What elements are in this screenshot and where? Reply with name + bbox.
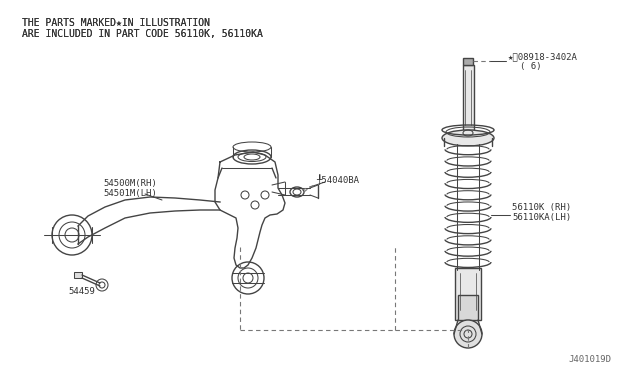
Text: THE PARTS MARKED★IN ILLUSTRATION: THE PARTS MARKED★IN ILLUSTRATION <box>22 18 210 28</box>
Text: 54501M(LH): 54501M(LH) <box>103 189 157 198</box>
Bar <box>455 268 481 320</box>
Bar <box>74 272 82 278</box>
Text: ★ⓝ08918-3402A: ★ⓝ08918-3402A <box>508 52 578 61</box>
Text: ╀54040BA: ╀54040BA <box>316 174 359 185</box>
Text: 56110K (RH): 56110K (RH) <box>512 203 571 212</box>
Circle shape <box>454 320 482 348</box>
Text: 54500M(RH): 54500M(RH) <box>103 179 157 188</box>
Text: THE PARTS MARKED★IN ILLUSTRATION: THE PARTS MARKED★IN ILLUSTRATION <box>22 18 210 28</box>
Text: J401019D: J401019D <box>568 355 611 364</box>
Text: 56110KA(LH): 56110KA(LH) <box>512 213 571 222</box>
Bar <box>458 295 478 320</box>
Text: 54459: 54459 <box>68 287 95 296</box>
Bar <box>463 58 473 65</box>
Text: ARE INCLUDED IN PART CODE 56110K, 56110KA: ARE INCLUDED IN PART CODE 56110K, 56110K… <box>22 29 263 39</box>
Text: ( 6): ( 6) <box>520 62 541 71</box>
Bar <box>463 65 474 130</box>
Text: ARE INCLUDED IN PART CODE 56110K, 56110KA: ARE INCLUDED IN PART CODE 56110K, 56110K… <box>22 29 263 39</box>
Ellipse shape <box>442 130 494 146</box>
